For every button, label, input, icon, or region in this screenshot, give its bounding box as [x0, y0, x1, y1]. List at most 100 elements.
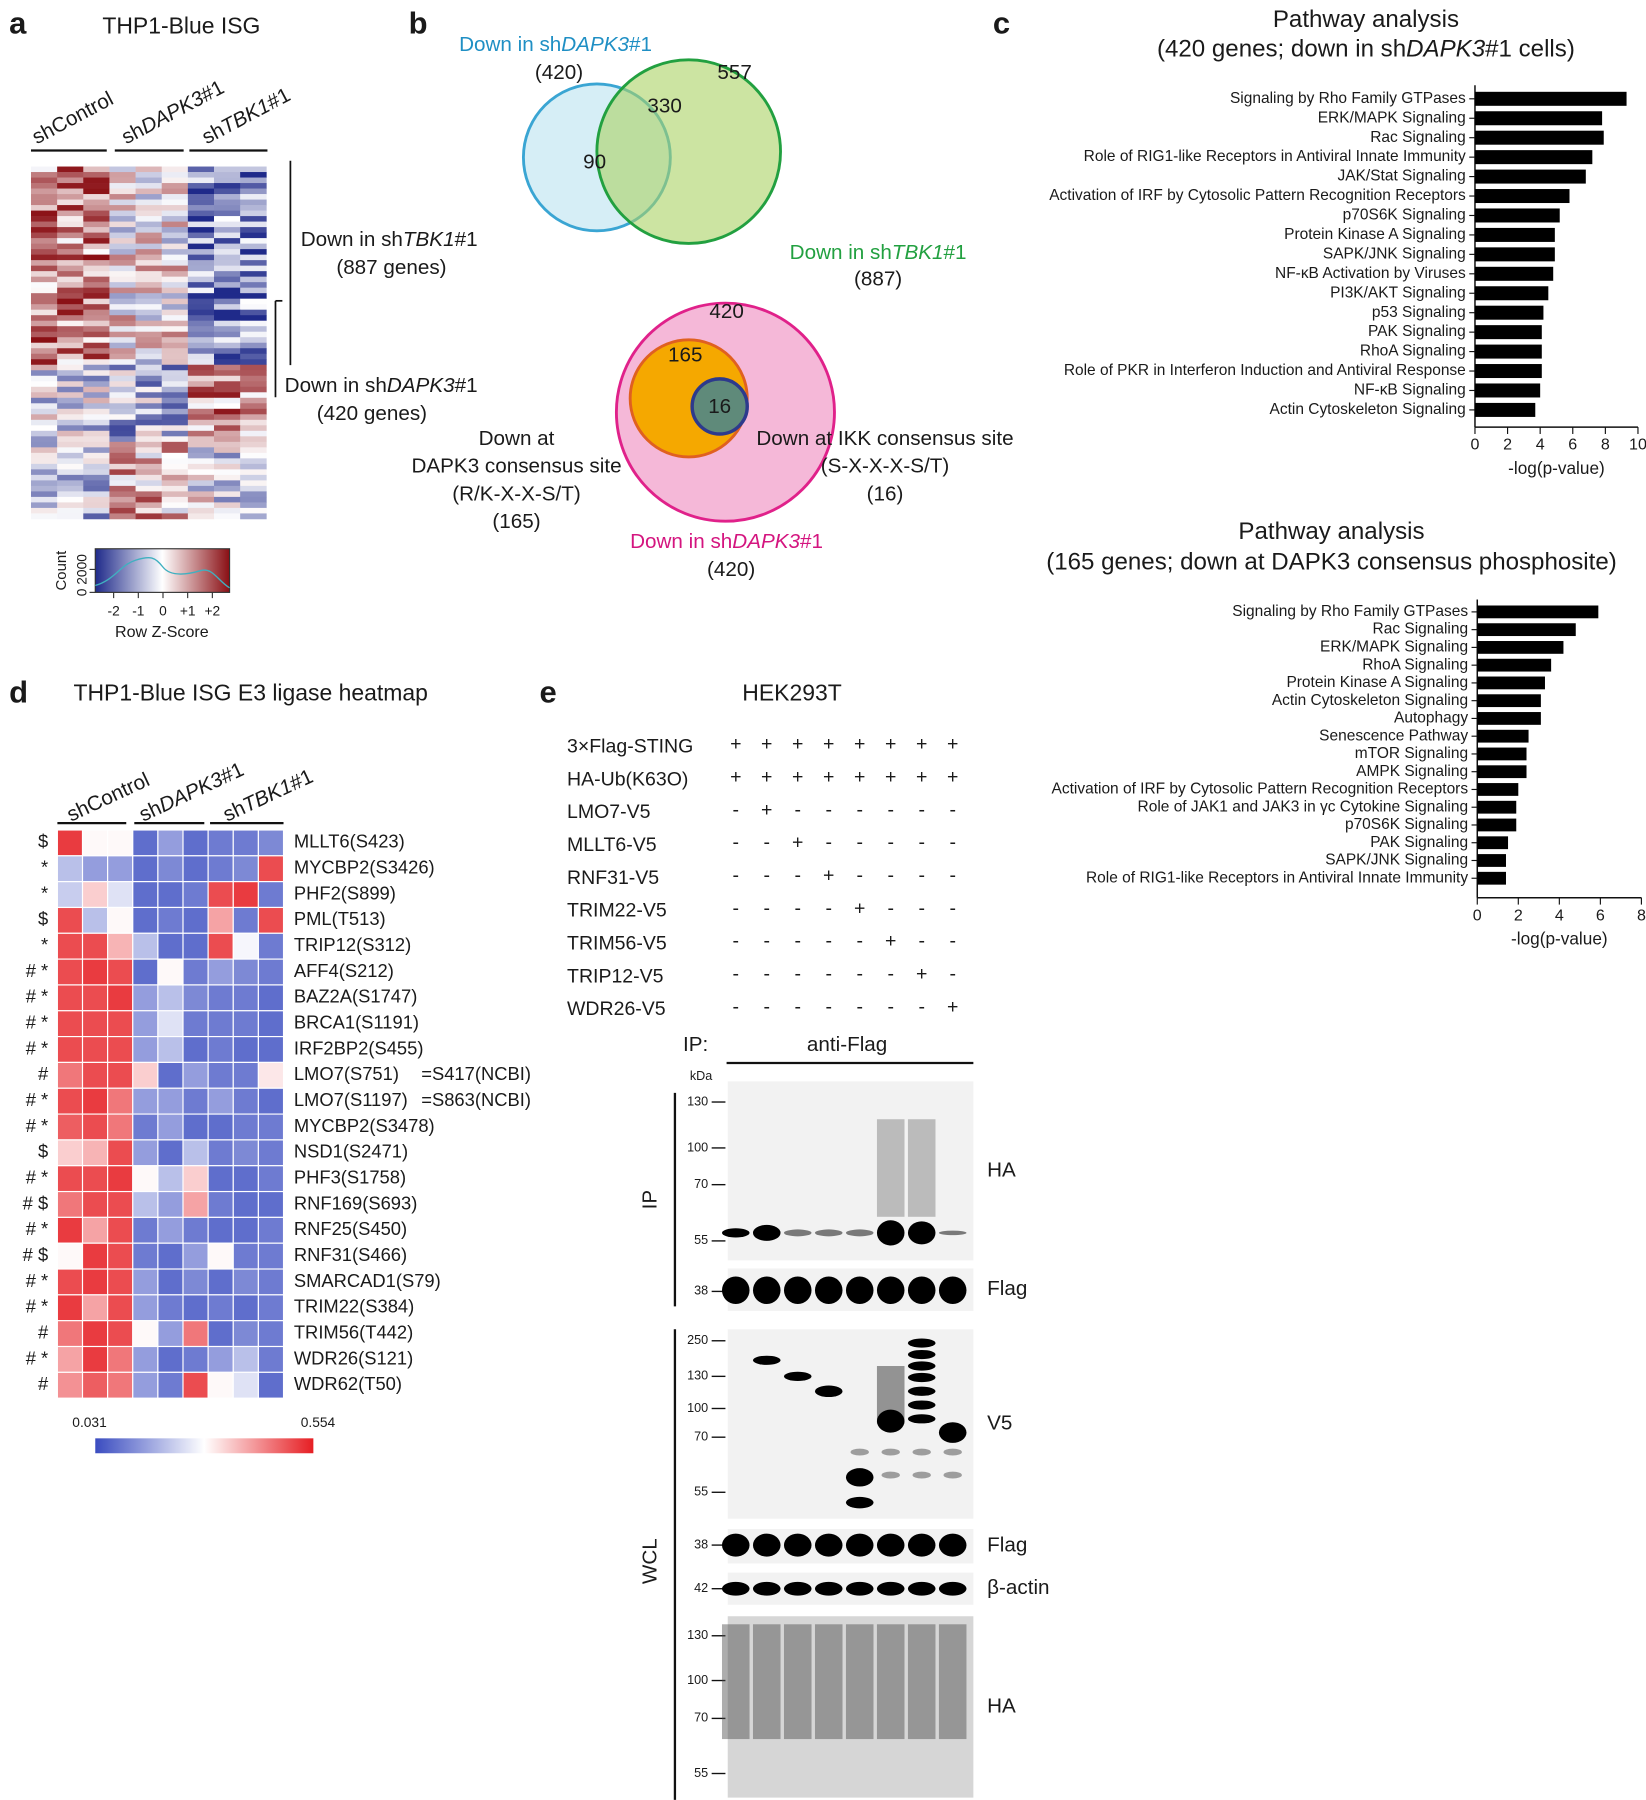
category-label: p70S6K Signaling	[1343, 207, 1466, 224]
heatmap-texture	[109, 320, 136, 327]
heatmap-texture	[57, 397, 84, 404]
heatmap-texture	[214, 210, 241, 217]
heatmap-texture	[161, 320, 189, 327]
heatmap-texture	[83, 320, 110, 327]
sign: -	[918, 930, 925, 952]
heatmap-texture	[161, 452, 189, 459]
row-label: MYCBP2(S3426)	[294, 857, 435, 878]
heatmap-texture	[187, 430, 215, 437]
sign: +	[823, 733, 834, 755]
tick-label: -1	[132, 604, 144, 619]
heatmap-texture	[83, 430, 110, 437]
heatmap-texture	[109, 507, 136, 514]
heatmap-texture	[57, 414, 84, 421]
heatmap-texture	[214, 397, 241, 404]
group-label: shControl	[29, 88, 118, 150]
heatmap-texture	[83, 381, 110, 388]
heatmap-cell	[107, 1165, 134, 1193]
heatmap-texture	[135, 293, 163, 300]
heatmap-cell	[207, 906, 234, 934]
sign: -	[794, 996, 801, 1018]
panel-title: THP1-Blue ISG E3 ligase heatmap	[73, 680, 427, 706]
heatmap-cell	[56, 1371, 84, 1399]
panel-letter: a	[9, 6, 27, 41]
heatmap-texture	[187, 419, 215, 426]
heatmap-texture	[240, 276, 267, 283]
heatmap-cell	[232, 1036, 259, 1063]
heatmap-texture	[161, 166, 189, 173]
venn-circle	[595, 58, 782, 245]
row-marks: *	[41, 857, 48, 878]
band	[814, 1581, 843, 1596]
heatmap-cell	[81, 1139, 109, 1167]
heatmap-cell	[257, 1036, 285, 1063]
venn-count: 330	[647, 94, 681, 117]
heatmap-texture	[57, 315, 84, 322]
heatmap-cell	[107, 1139, 134, 1167]
band	[907, 1361, 936, 1371]
heatmap-texture	[109, 386, 136, 393]
marker-label: 130	[687, 1628, 708, 1642]
smear	[938, 1624, 967, 1740]
heatmap-texture	[83, 458, 110, 465]
heatmap-cell	[207, 1294, 234, 1322]
heatmap-texture	[135, 496, 163, 503]
heatmap-cell	[56, 932, 84, 960]
heatmap-cell	[157, 1165, 184, 1193]
heatmap-cell	[207, 1242, 234, 1270]
heatmap-cell	[132, 1087, 159, 1115]
row-marks: # *	[26, 1012, 48, 1033]
sign: +	[916, 766, 927, 788]
sign: -	[825, 897, 832, 919]
heatmap-cell	[132, 1371, 159, 1399]
heatmap-texture	[30, 436, 58, 443]
heatmap-texture	[135, 513, 163, 520]
heatmap-texture	[135, 364, 163, 371]
heatmap-texture	[109, 342, 136, 349]
heatmap-texture	[187, 348, 215, 355]
heatmap-texture	[187, 249, 215, 255]
row-label: WDR26(S121)	[294, 1347, 413, 1368]
heatmap-texture	[240, 386, 267, 393]
heatmap-texture	[30, 375, 58, 382]
sign: -	[887, 963, 894, 985]
heatmap-texture	[214, 485, 241, 492]
heatmap-texture	[187, 282, 215, 289]
category-label: Senescence Pathway	[1319, 727, 1468, 744]
heatmap-texture	[240, 249, 267, 255]
condition-label: TRIM22-V5	[567, 900, 667, 922]
category-label: Protein Kinase A Signaling	[1284, 226, 1466, 243]
heatmap-texture	[240, 430, 267, 437]
category-label: Activation of IRF by Cytosolic Pattern R…	[1052, 781, 1469, 798]
heatmap-texture	[214, 496, 241, 503]
bar	[1477, 854, 1506, 867]
heatmap-texture	[214, 403, 241, 410]
heatmap-texture	[214, 331, 241, 338]
heatmap-texture	[109, 337, 136, 344]
heatmap-texture	[187, 232, 215, 239]
venn-count: 557	[717, 61, 751, 84]
heatmap-cell	[157, 984, 184, 1012]
heatmap-texture	[57, 348, 84, 355]
heatmap-texture	[240, 260, 267, 266]
heatmap-texture	[240, 210, 267, 217]
heatmap-texture	[135, 254, 163, 261]
heatmap-texture	[214, 282, 241, 289]
heatmap-texture	[135, 436, 163, 443]
heatmap-texture	[83, 216, 110, 222]
category-label: RhoA Signaling	[1360, 343, 1466, 360]
heatmap-texture	[240, 480, 267, 487]
heatmap-cell	[182, 1345, 209, 1373]
row-label: TRIP12(S312)	[294, 934, 411, 955]
heatmap-cell	[257, 1268, 285, 1296]
heatmap-texture	[109, 221, 136, 228]
sign: -	[949, 963, 956, 985]
heatmap-texture	[187, 188, 215, 195]
heatmap-texture	[83, 276, 110, 283]
sign: +	[854, 733, 865, 755]
heatmap-texture	[30, 309, 58, 316]
heatmap-texture	[135, 353, 163, 360]
heatmap-texture	[109, 485, 136, 492]
heatmap-texture	[135, 485, 163, 492]
row-marks: # *	[26, 1166, 48, 1187]
